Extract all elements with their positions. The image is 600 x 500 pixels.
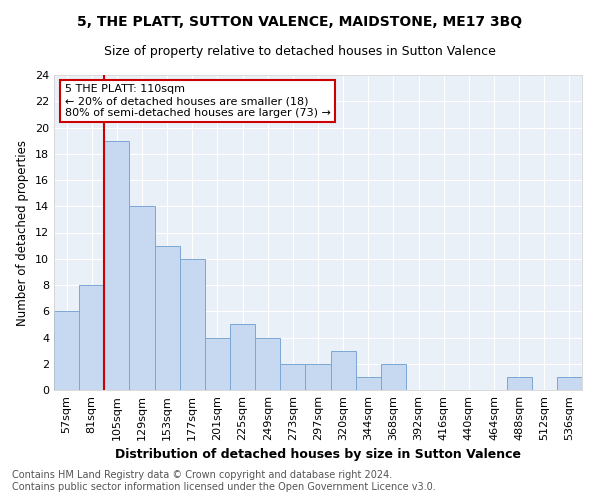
Text: 5, THE PLATT, SUTTON VALENCE, MAIDSTONE, ME17 3BQ: 5, THE PLATT, SUTTON VALENCE, MAIDSTONE,… — [77, 15, 523, 29]
Bar — [230, 324, 255, 390]
Bar — [155, 246, 180, 390]
Bar — [104, 140, 130, 390]
Bar — [557, 377, 582, 390]
Bar — [255, 338, 280, 390]
Bar — [305, 364, 331, 390]
Bar — [280, 364, 305, 390]
Bar — [130, 206, 155, 390]
Text: Size of property relative to detached houses in Sutton Valence: Size of property relative to detached ho… — [104, 45, 496, 58]
Bar — [356, 377, 381, 390]
Text: Contains HM Land Registry data © Crown copyright and database right 2024.: Contains HM Land Registry data © Crown c… — [12, 470, 392, 480]
Bar — [205, 338, 230, 390]
Bar — [381, 364, 406, 390]
Bar — [331, 350, 356, 390]
Bar — [180, 259, 205, 390]
Bar — [54, 311, 79, 390]
Bar — [79, 285, 104, 390]
Y-axis label: Number of detached properties: Number of detached properties — [16, 140, 29, 326]
Text: Contains public sector information licensed under the Open Government Licence v3: Contains public sector information licen… — [12, 482, 436, 492]
Text: 5 THE PLATT: 110sqm
← 20% of detached houses are smaller (18)
80% of semi-detach: 5 THE PLATT: 110sqm ← 20% of detached ho… — [65, 84, 331, 117]
Bar — [506, 377, 532, 390]
X-axis label: Distribution of detached houses by size in Sutton Valence: Distribution of detached houses by size … — [115, 448, 521, 462]
